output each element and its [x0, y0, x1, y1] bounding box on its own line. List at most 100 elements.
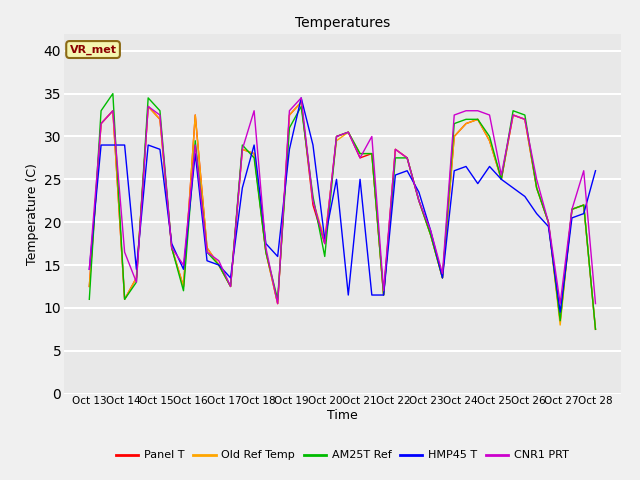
Panel T [356, 155, 364, 161]
HMP45 T [227, 275, 234, 281]
CNR1 PRT [86, 266, 93, 272]
Old Ref Temp [545, 219, 552, 225]
AM25T Ref [309, 193, 317, 199]
Old Ref Temp [474, 117, 482, 122]
AM25T Ref [427, 232, 435, 238]
Old Ref Temp [298, 99, 305, 105]
HMP45 T [415, 189, 423, 195]
Panel T [580, 202, 588, 208]
Panel T [462, 120, 470, 126]
AM25T Ref [532, 185, 540, 191]
Old Ref Temp [97, 120, 105, 126]
Panel T [333, 133, 340, 139]
AM25T Ref [239, 142, 246, 148]
AM25T Ref [591, 326, 599, 332]
AM25T Ref [121, 297, 129, 302]
HMP45 T [486, 164, 493, 169]
AM25T Ref [180, 288, 188, 294]
AM25T Ref [474, 117, 482, 122]
Text: VR_met: VR_met [70, 44, 116, 55]
AM25T Ref [392, 155, 399, 161]
Old Ref Temp [333, 138, 340, 144]
AM25T Ref [580, 202, 588, 208]
HMP45 T [427, 228, 435, 234]
Old Ref Temp [145, 104, 152, 109]
AM25T Ref [462, 117, 470, 122]
Old Ref Temp [309, 198, 317, 204]
Panel T [239, 146, 246, 152]
HMP45 T [191, 151, 199, 156]
AM25T Ref [521, 112, 529, 118]
Panel T [521, 117, 529, 122]
Panel T [156, 117, 164, 122]
Panel T [344, 129, 352, 135]
AM25T Ref [321, 253, 328, 259]
Panel T [403, 155, 411, 161]
HMP45 T [215, 262, 223, 268]
Panel T [203, 245, 211, 251]
AM25T Ref [191, 138, 199, 144]
Old Ref Temp [568, 206, 576, 212]
AM25T Ref [203, 249, 211, 255]
HMP45 T [203, 258, 211, 264]
HMP45 T [580, 211, 588, 216]
Old Ref Temp [380, 292, 387, 298]
Panel T [486, 138, 493, 144]
Panel T [262, 249, 269, 255]
Panel T [274, 300, 282, 306]
AM25T Ref [486, 133, 493, 139]
CNR1 PRT [145, 104, 152, 109]
Old Ref Temp [497, 177, 505, 182]
HMP45 T [380, 292, 387, 298]
Panel T [145, 104, 152, 109]
Panel T [509, 112, 517, 118]
CNR1 PRT [298, 95, 305, 101]
Old Ref Temp [356, 151, 364, 156]
CNR1 PRT [132, 279, 140, 285]
CNR1 PRT [591, 300, 599, 306]
Panel T [532, 185, 540, 191]
CNR1 PRT [250, 108, 258, 114]
Panel T [121, 297, 129, 302]
Old Ref Temp [521, 117, 529, 122]
Old Ref Temp [274, 300, 282, 306]
Old Ref Temp [250, 151, 258, 156]
Panel T [380, 292, 387, 298]
CNR1 PRT [509, 112, 517, 118]
Line: HMP45 T: HMP45 T [90, 98, 595, 312]
AM25T Ref [97, 108, 105, 114]
Panel T [191, 112, 199, 118]
Panel T [86, 284, 93, 289]
Panel T [415, 198, 423, 204]
Panel T [285, 112, 293, 118]
HMP45 T [556, 309, 564, 315]
Old Ref Temp [556, 322, 564, 328]
AM25T Ref [403, 155, 411, 161]
CNR1 PRT [368, 133, 376, 139]
Old Ref Temp [285, 112, 293, 118]
HMP45 T [568, 215, 576, 221]
CNR1 PRT [392, 146, 399, 152]
CNR1 PRT [121, 249, 129, 255]
Old Ref Temp [180, 284, 188, 289]
HMP45 T [168, 240, 175, 247]
HMP45 T [356, 177, 364, 182]
CNR1 PRT [109, 108, 116, 114]
AM25T Ref [438, 275, 446, 281]
HMP45 T [368, 292, 376, 298]
Old Ref Temp [156, 117, 164, 122]
HMP45 T [451, 168, 458, 174]
HMP45 T [298, 95, 305, 101]
Old Ref Temp [451, 133, 458, 139]
CNR1 PRT [97, 120, 105, 126]
CNR1 PRT [415, 198, 423, 204]
HMP45 T [521, 193, 529, 199]
AM25T Ref [145, 95, 152, 101]
AM25T Ref [298, 104, 305, 109]
HMP45 T [392, 172, 399, 178]
CNR1 PRT [309, 198, 317, 204]
Old Ref Temp [191, 112, 199, 118]
AM25T Ref [250, 155, 258, 161]
AM25T Ref [380, 292, 387, 298]
Old Ref Temp [168, 245, 175, 251]
